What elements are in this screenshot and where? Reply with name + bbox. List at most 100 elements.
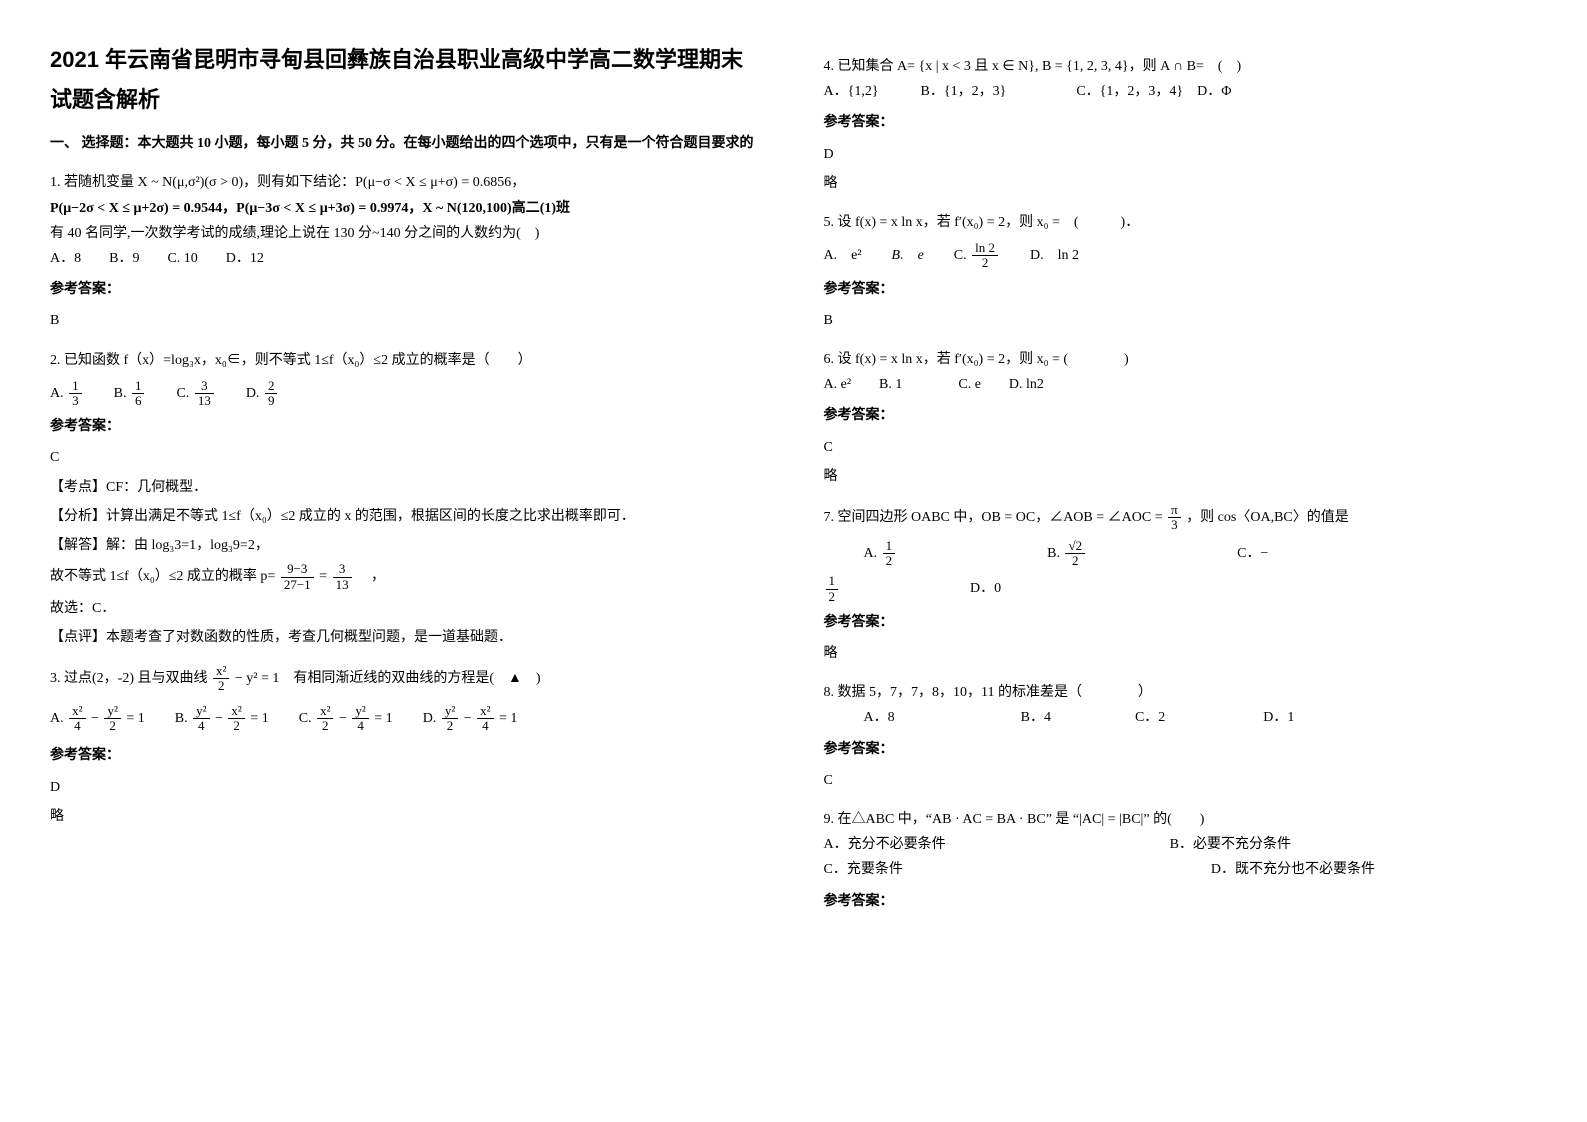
q3-answer: D bbox=[50, 775, 764, 800]
q3-opt-b: B. y²4 − x²2 = 1 bbox=[175, 704, 269, 734]
q2-options: A. 13 B. 16 C. 313 D. 29 bbox=[50, 379, 764, 409]
q5-answer-label: 参考答案： bbox=[824, 277, 1538, 302]
minus: − bbox=[215, 711, 223, 726]
fraction-icon: ln 22 bbox=[972, 241, 998, 271]
fraction-icon: y²4 bbox=[352, 704, 368, 734]
q7-options-row1: A. 12 B. √22 C．− bbox=[824, 539, 1538, 569]
q6-answer-label: 参考答案： bbox=[824, 403, 1538, 428]
q2-opt-d: D. 29 bbox=[246, 379, 280, 409]
opt-label: C. bbox=[299, 711, 312, 726]
q1-stem-line1: 1. 若随机变量 X ~ N(μ,σ²)(σ > 0)，则有如下结论：P(μ−σ… bbox=[50, 170, 764, 195]
opt-tail: = 1 bbox=[374, 711, 392, 726]
fraction-icon: 12 bbox=[883, 539, 896, 569]
opt-label: D. bbox=[423, 711, 437, 726]
q8-options: A．8 B．4 C．2 D．1 bbox=[864, 705, 1538, 730]
q2-jieda1: 【解答】解：由 log₃3=1，log₃9=2， bbox=[50, 533, 764, 558]
q5-opt-c: C. ln 22 bbox=[954, 241, 1000, 271]
opt-label: A. bbox=[50, 711, 64, 726]
fraction-icon: x²2 bbox=[228, 704, 244, 734]
q5-stem: 5. 设 f(x) = x ln x，若 f′(x₀) = 2，则 x₀ = (… bbox=[824, 210, 1538, 235]
q2-fenxi: 【分析】计算出满足不等式 1≤f（x₀）≤2 成立的 x 的范围，根据区间的长度… bbox=[50, 504, 764, 529]
fraction-icon: 13 bbox=[69, 379, 82, 409]
q7-opt-c-frac: 12 bbox=[824, 574, 841, 604]
page-title: 2021 年云南省昆明市寻甸县回彝族自治县职业高级中学高二数学理期末试题含解析 bbox=[50, 40, 764, 119]
q7-stem-post: ，则 cos〈OA,BC〉的值是 bbox=[1186, 510, 1349, 525]
opt-label: C．− bbox=[1237, 546, 1268, 561]
q8-answer-label: 参考答案： bbox=[824, 737, 1538, 762]
opt-tail: = 1 bbox=[126, 711, 144, 726]
q9-options-line2: C．充要条件 D．既不充分也不必要条件 bbox=[824, 857, 1538, 882]
opt-tail: = 1 bbox=[250, 711, 268, 726]
q2-kaodian: 【考点】CF：几何概型． bbox=[50, 475, 764, 500]
q1-options: A．8 B．9 C. 10 D．12 bbox=[50, 246, 764, 271]
q3-opt-c: C. x²2 − y²4 = 1 bbox=[299, 704, 393, 734]
q3-stem-post: − y² = 1 有相同渐近线的双曲线的方程是( ▲ ) bbox=[235, 671, 541, 686]
fraction-icon: 29 bbox=[265, 379, 278, 409]
question-9: 9. 在△ABC 中，“AB · AC = BA · BC” 是 “|AC| =… bbox=[824, 807, 1538, 914]
opt-label: B. bbox=[114, 386, 127, 401]
opt-label: C. bbox=[176, 386, 189, 401]
fraction-icon: 12 bbox=[826, 574, 839, 604]
q2-jieda3: 故选：C． bbox=[50, 596, 764, 621]
q6-answer: C bbox=[824, 435, 1538, 460]
q6-lue: 略 bbox=[824, 464, 1538, 489]
page-container: 2021 年云南省昆明市寻甸县回彝族自治县职业高级中学高二数学理期末试题含解析 … bbox=[0, 0, 1587, 1122]
q1-answer-label: 参考答案： bbox=[50, 277, 764, 302]
q9-stem: 9. 在△ABC 中，“AB · AC = BA · BC” 是 “|AC| =… bbox=[824, 807, 1538, 832]
q7-opt-c-label: C．− bbox=[1237, 541, 1268, 566]
q3-lue: 略 bbox=[50, 804, 764, 829]
minus: − bbox=[339, 711, 347, 726]
left-column: 2021 年云南省昆明市寻甸县回彝族自治县职业高级中学高二数学理期末试题含解析 … bbox=[50, 40, 764, 1082]
fraction-icon: 16 bbox=[132, 379, 145, 409]
q2-answer-label: 参考答案： bbox=[50, 414, 764, 439]
q1-stem-line3: 有 40 名同学,一次数学考试的成绩,理论上说在 130 分~140 分之间的人… bbox=[50, 221, 764, 246]
fraction-icon: y²2 bbox=[104, 704, 120, 734]
q3-stem-pre: 3. 过点(2，-2) 且与双曲线 bbox=[50, 671, 211, 686]
fraction-icon: π3 bbox=[1168, 503, 1181, 533]
comma: ， bbox=[357, 569, 385, 584]
q7-lue: 略 bbox=[824, 641, 1538, 666]
q7-stem-pre: 7. 空间四边形 OABC 中，OB = OC，∠AOB = ∠AOC = bbox=[824, 510, 1167, 525]
q3-opt-d: D. y²2 − x²4 = 1 bbox=[423, 704, 518, 734]
fraction-icon: 313 bbox=[195, 379, 214, 409]
q5-opt-b: B. e bbox=[892, 243, 924, 268]
q7-stem: 7. 空间四边形 OABC 中，OB = OC，∠AOB = ∠AOC = π3… bbox=[824, 503, 1538, 533]
opt-label: C. bbox=[954, 248, 967, 263]
q7-opt-a: A. 12 bbox=[864, 539, 898, 569]
fraction-icon: 313 bbox=[333, 562, 352, 592]
q7-answer-label: 参考答案： bbox=[824, 610, 1538, 635]
q2-jieda2: 故不等式 1≤f（x₀）≤2 成立的概率 p= 9−327−1 = 313 ， bbox=[50, 562, 764, 592]
question-8: 8. 数据 5，7，7，8，10，11 的标准差是（ ） A．8 B．4 C．2… bbox=[824, 680, 1538, 793]
q2-stem: 2. 已知函数 f（x）=log₃x，x₀∈，则不等式 1≤f（x₀）≤2 成立… bbox=[50, 348, 764, 373]
q1-stem-line2: P(μ−2σ < X ≤ μ+2σ) = 0.9544，P(μ−3σ < X ≤… bbox=[50, 196, 764, 221]
jieda2-pre: 故不等式 1≤f（x₀）≤2 成立的概率 p= bbox=[50, 569, 275, 584]
opt-label: A. bbox=[50, 386, 64, 401]
q4-lue: 略 bbox=[824, 171, 1538, 196]
fraction-icon: y²2 bbox=[442, 704, 458, 734]
question-2: 2. 已知函数 f（x）=log₃x，x₀∈，则不等式 1≤f（x₀）≤2 成立… bbox=[50, 348, 764, 651]
q5-answer: B bbox=[824, 308, 1538, 333]
question-3: 3. 过点(2，-2) 且与双曲线 x²2 − y² = 1 有相同渐近线的双曲… bbox=[50, 664, 764, 829]
opt-tail: = 1 bbox=[499, 711, 517, 726]
q4-answer: D bbox=[824, 142, 1538, 167]
equals: = bbox=[319, 569, 327, 584]
q9-answer-label: 参考答案： bbox=[824, 889, 1538, 914]
q6-options: A. e² B. 1 C. e D. ln2 bbox=[824, 372, 1538, 397]
fraction-icon: x²2 bbox=[317, 704, 333, 734]
opt-label: A. bbox=[864, 546, 878, 561]
question-1: 1. 若随机变量 X ~ N(μ,σ²)(σ > 0)，则有如下结论：P(μ−σ… bbox=[50, 170, 764, 333]
q5-opt-d: D. ln 2 bbox=[1030, 243, 1079, 268]
q7-options-row2: 12 D．0 bbox=[824, 574, 1538, 604]
question-5: 5. 设 f(x) = x ln x，若 f′(x₀) = 2，则 x₀ = (… bbox=[824, 210, 1538, 333]
fraction-icon: x²4 bbox=[69, 704, 85, 734]
fraction-icon: √22 bbox=[1065, 539, 1085, 569]
q6-stem: 6. 设 f(x) = x ln x，若 f′(x₀) = 2，则 x₀ = (… bbox=[824, 347, 1538, 372]
q8-stem: 8. 数据 5，7，7，8，10，11 的标准差是（ ） bbox=[824, 680, 1538, 705]
fraction-icon: 9−327−1 bbox=[281, 562, 314, 592]
q3-opt-a: A. x²4 − y²2 = 1 bbox=[50, 704, 145, 734]
q7-opt-d: D．0 bbox=[970, 576, 1001, 601]
q1-answer: B bbox=[50, 308, 764, 333]
right-column: 4. 已知集合 A= {x | x < 3 且 x ∈ N}, B = {1, … bbox=[824, 40, 1538, 1082]
section-intro: 一、 选择题：本大题共 10 小题，每小题 5 分，共 50 分。在每小题给出的… bbox=[50, 131, 764, 156]
minus: − bbox=[464, 711, 472, 726]
